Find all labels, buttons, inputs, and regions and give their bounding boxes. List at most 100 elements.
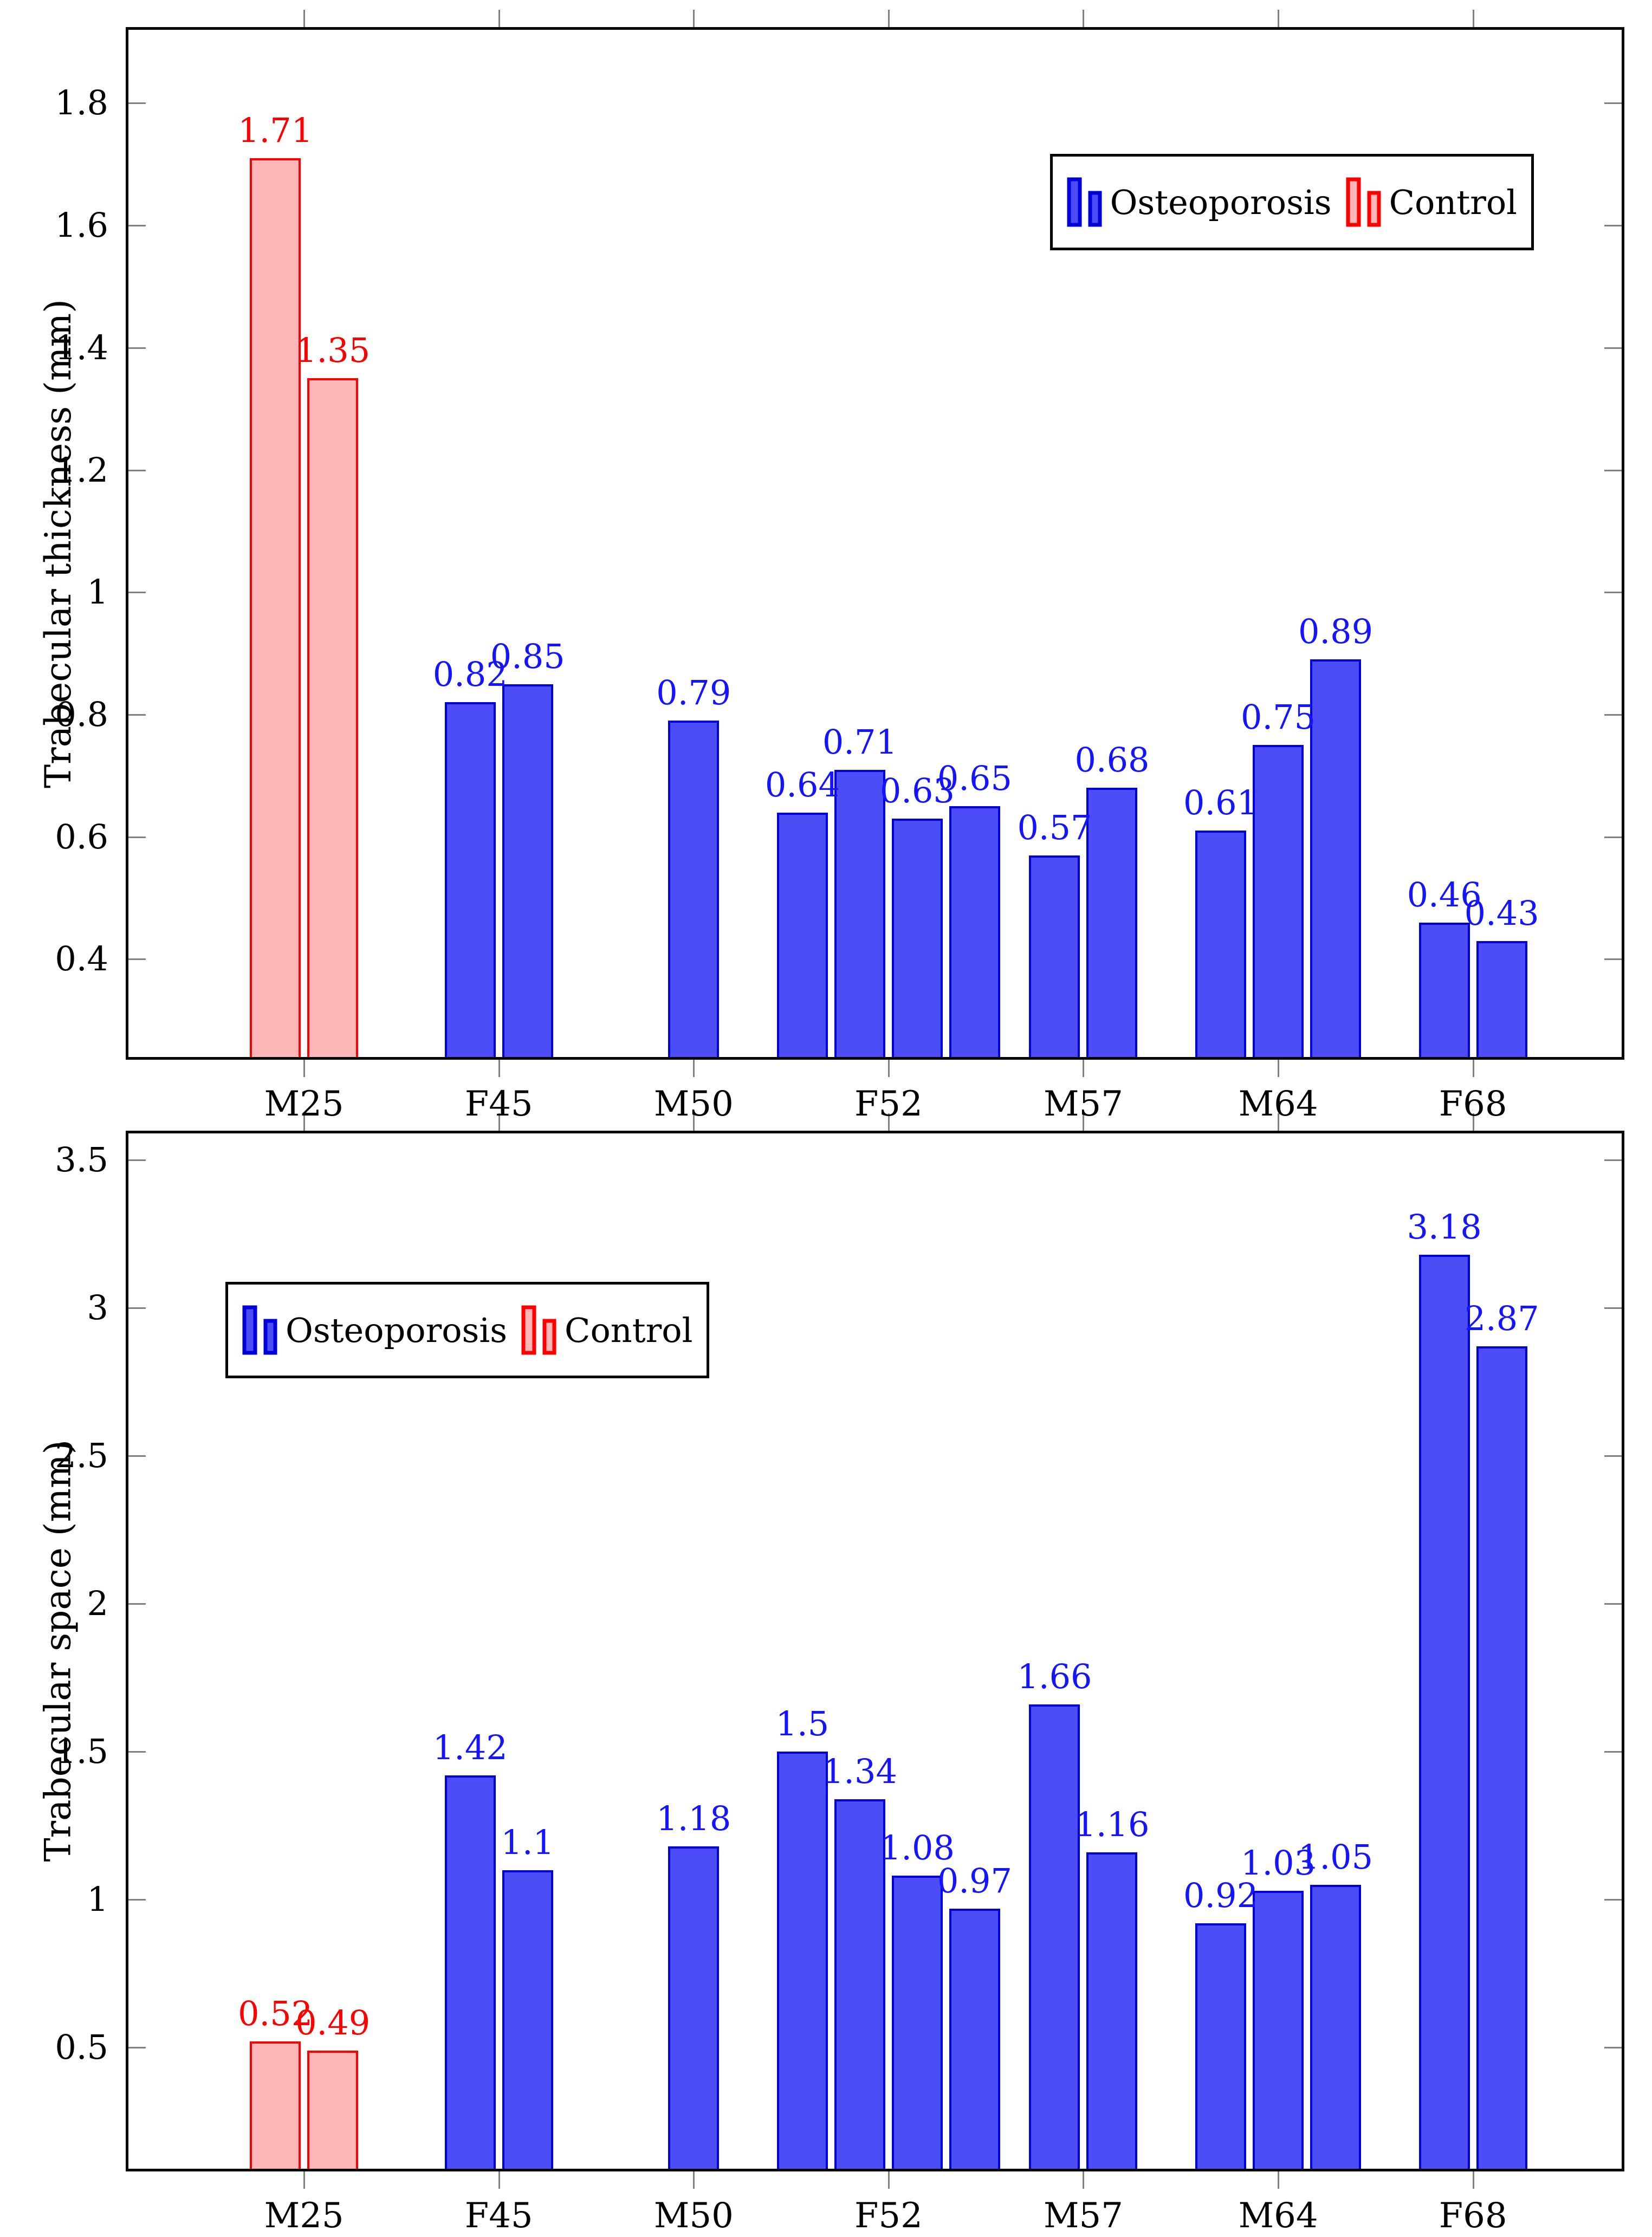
y-tick-mark bbox=[1604, 102, 1622, 105]
bar-value-label: 0.97 bbox=[937, 1860, 1012, 1901]
bar bbox=[949, 806, 1000, 1057]
y-tick-mark bbox=[128, 836, 146, 838]
y-tick-mark bbox=[128, 347, 146, 349]
bar bbox=[1029, 1704, 1080, 2169]
bar bbox=[1086, 1852, 1138, 2169]
bar bbox=[1476, 941, 1527, 1057]
y-tick-label: 1 bbox=[87, 1879, 108, 1920]
bar-value-label: 1.71 bbox=[238, 111, 313, 150]
bar-value-label: 1.5 bbox=[775, 1704, 830, 1744]
y-tick-mark bbox=[1604, 1751, 1622, 1753]
x-tick-mark bbox=[1083, 10, 1085, 27]
x-tick-mark bbox=[1472, 10, 1474, 27]
bar bbox=[1253, 1890, 1304, 2169]
x-tick-label: M25 bbox=[264, 2196, 344, 2236]
x-tick-mark bbox=[887, 1113, 890, 1131]
bar-value-label: 0.68 bbox=[1074, 740, 1150, 780]
y-tick-label: 1 bbox=[87, 572, 108, 612]
y-axis-label-text: Trabecular space (mm) bbox=[37, 1440, 79, 1862]
x-tick-mark bbox=[693, 1113, 695, 1131]
bar-value-label: 0.85 bbox=[490, 636, 565, 676]
bar-value-label: 0.82 bbox=[432, 654, 508, 695]
bar-value-label: 0.49 bbox=[295, 2002, 371, 2043]
x-tick-mark bbox=[1472, 1113, 1474, 1131]
bar-value-label: 0.63 bbox=[879, 770, 955, 810]
y-tick-mark bbox=[128, 1751, 146, 1753]
y-tick-mark bbox=[128, 1159, 146, 1162]
y-tick-label: 1.2 bbox=[55, 450, 108, 490]
x-tick-label: F68 bbox=[1439, 2196, 1507, 2236]
x-tick-mark bbox=[498, 1060, 500, 1077]
y-axis-label: Trabecular thickness (mm) bbox=[28, 27, 88, 1060]
bar-value-label: 0.89 bbox=[1298, 612, 1374, 652]
x-tick-mark bbox=[1472, 1060, 1474, 1077]
x-tick-mark bbox=[1278, 1113, 1280, 1131]
y-tick-mark bbox=[1604, 1603, 1622, 1605]
y-tick-label: 1.4 bbox=[55, 327, 108, 367]
y-tick-mark bbox=[128, 225, 146, 227]
bar bbox=[1418, 922, 1470, 1057]
x-tick-label: M57 bbox=[1043, 1084, 1123, 1124]
y-tick-mark bbox=[128, 1603, 146, 1605]
x-tick-mark bbox=[498, 10, 500, 27]
y-tick-label: 3.5 bbox=[55, 1140, 108, 1180]
y-axis-label-text: Trabecular thickness (mm) bbox=[37, 299, 79, 788]
y-tick-label: 1.8 bbox=[55, 83, 108, 123]
y-tick-label: 2 bbox=[87, 1584, 108, 1624]
bar bbox=[307, 2050, 359, 2169]
bar-value-label: 1.1 bbox=[501, 1822, 555, 1862]
legend-bars-icon bbox=[1346, 177, 1381, 227]
bar bbox=[834, 769, 885, 1057]
x-tick-label: M57 bbox=[1043, 2196, 1123, 2236]
y-tick-mark bbox=[128, 1307, 146, 1309]
legend: Osteoporosis Control bbox=[225, 1282, 710, 1378]
bar-value-label: 0.57 bbox=[1017, 807, 1092, 847]
x-tick-label: M50 bbox=[653, 2196, 734, 2236]
bar bbox=[1195, 831, 1247, 1057]
bar bbox=[891, 818, 943, 1057]
bar-value-label: 0.61 bbox=[1183, 783, 1259, 823]
x-tick-label: F52 bbox=[854, 1084, 923, 1124]
y-tick-mark bbox=[1604, 592, 1622, 594]
x-tick-mark bbox=[1083, 1060, 1085, 1077]
bar bbox=[1086, 788, 1138, 1057]
bar-value-label: 0.52 bbox=[238, 1994, 313, 2034]
y-tick-label: 1.6 bbox=[55, 205, 108, 245]
legend-item: Control bbox=[1346, 177, 1517, 227]
y-tick-mark bbox=[128, 592, 146, 594]
y-tick-mark bbox=[128, 958, 146, 961]
bar-value-label: 0.75 bbox=[1241, 697, 1316, 737]
x-tick-mark bbox=[498, 1113, 500, 1131]
x-tick-mark bbox=[887, 2171, 890, 2189]
x-tick-mark bbox=[1278, 10, 1280, 27]
y-tick-mark bbox=[1604, 347, 1622, 349]
x-tick-label: M64 bbox=[1238, 1084, 1318, 1124]
y-tick-mark bbox=[1604, 1159, 1622, 1162]
y-tick-mark bbox=[128, 1455, 146, 1457]
bar bbox=[776, 812, 828, 1057]
x-tick-label: F45 bbox=[464, 2196, 533, 2236]
x-tick-mark bbox=[887, 1060, 890, 1077]
bar-value-label: 1.34 bbox=[822, 1751, 897, 1791]
legend-item: Control bbox=[521, 1305, 692, 1355]
y-tick-mark bbox=[128, 469, 146, 471]
bar-value-label: 1.66 bbox=[1017, 1656, 1092, 1696]
y-tick-mark bbox=[1604, 1307, 1622, 1309]
bar bbox=[502, 684, 553, 1057]
x-tick-label: F68 bbox=[1439, 1084, 1507, 1124]
bar bbox=[444, 702, 496, 1057]
x-tick-mark bbox=[693, 2171, 695, 2189]
legend-item: Osteoporosis bbox=[1067, 177, 1332, 227]
y-tick-label: 0.4 bbox=[55, 939, 108, 979]
bar-value-label: 0.92 bbox=[1183, 1875, 1259, 1915]
y-tick-mark bbox=[128, 714, 146, 716]
legend-bars-icon bbox=[1067, 177, 1102, 227]
bar bbox=[668, 721, 720, 1057]
bar bbox=[307, 378, 359, 1057]
x-tick-label: M25 bbox=[264, 1084, 344, 1124]
bar bbox=[1310, 1884, 1362, 2169]
x-tick-label: F52 bbox=[854, 2196, 923, 2236]
legend-item: Osteoporosis bbox=[242, 1305, 507, 1355]
bar-value-label: 1.08 bbox=[879, 1828, 955, 1868]
